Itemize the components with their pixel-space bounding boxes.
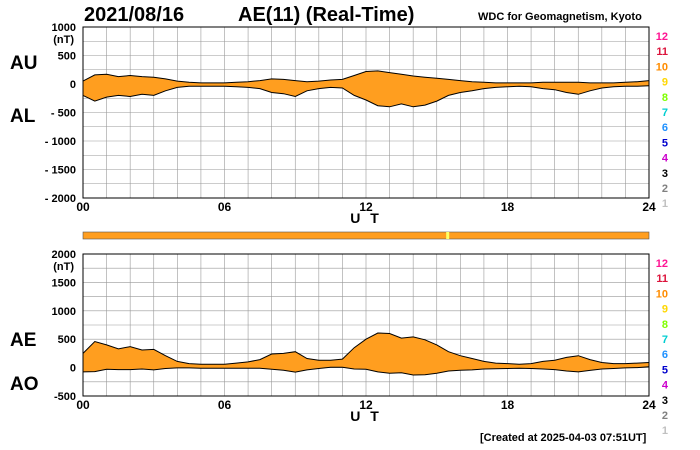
legend-station-count: 6	[662, 122, 668, 134]
station-count-bar	[82, 231, 650, 240]
y-tick-label: 0	[70, 79, 76, 91]
legend-station-count: 3	[662, 395, 668, 407]
x-tick-label: 24	[642, 200, 656, 214]
x-axis-label: U T	[350, 210, 382, 226]
series-line-al	[82, 85, 650, 108]
y-tick-label: 0	[70, 363, 76, 375]
chart-title: AE(11) (Real-Time)	[238, 4, 415, 26]
x-tick-label: 18	[501, 398, 515, 412]
legend-station-count: 4	[662, 380, 669, 392]
x-tick-label: 12	[359, 398, 373, 412]
y-tick-label: 1000	[52, 306, 76, 318]
legend-station-count: 12	[656, 31, 668, 43]
series-line-au	[82, 70, 650, 84]
y-tick-label: - 2000	[45, 193, 76, 205]
legend-station-count: 1	[662, 425, 668, 437]
data-source: WDC for Geomagnetism, Kyoto	[478, 11, 642, 23]
legend-station-count: 7	[662, 107, 668, 119]
chart-date: 2021/08/16	[84, 4, 185, 26]
legend-station-count: 10	[656, 288, 668, 300]
x-tick-label: 06	[218, 200, 232, 214]
legend-station-count: 8	[662, 92, 668, 104]
x-tick-label: 00	[76, 200, 90, 214]
legend-station-count: 9	[662, 77, 668, 89]
y-tick-label: -500	[54, 391, 76, 403]
legend-station-count: 5	[662, 137, 668, 149]
legend-station-count: 6	[662, 349, 668, 361]
legend-station-count: 1	[662, 198, 668, 210]
legend-station-count: 9	[662, 304, 668, 316]
legend-station-count: 2	[662, 183, 668, 195]
legend-station-count: 7	[662, 334, 668, 346]
series-label-ae: AE	[10, 330, 36, 351]
y-tick-label: 500	[58, 51, 76, 63]
legend-station-count: 5	[662, 364, 668, 376]
station-count-bar-marker	[446, 232, 450, 239]
series-label-ao: AO	[10, 374, 39, 395]
legend-station-count: 11	[656, 273, 668, 285]
y-unit-label: (nT)	[53, 34, 74, 46]
legend-station-count: 4	[662, 153, 669, 165]
y-tick-label: - 1000	[45, 136, 76, 148]
series-line-ae	[82, 332, 650, 365]
series-area-au-al	[83, 70, 649, 107]
legend-station-count: 10	[656, 61, 668, 73]
y-unit-label: (nT)	[53, 261, 74, 273]
x-axis-label: U T	[350, 408, 382, 424]
y-tick-label: 1500	[52, 277, 76, 289]
y-tick-label: 1000	[52, 22, 76, 34]
legend-station-count: 3	[662, 168, 668, 180]
y-tick-label: 2000	[52, 249, 76, 261]
series-line-ao	[82, 366, 650, 376]
x-tick-label: 12	[359, 200, 373, 214]
legend-station-count: 2	[662, 410, 668, 422]
plot-frame	[82, 26, 650, 199]
legend-station-count: 12	[656, 258, 668, 270]
legend-station-count: 11	[656, 46, 668, 58]
y-tick-label: 500	[58, 334, 76, 346]
legend-station-count: 8	[662, 319, 668, 331]
series-label-au: AU	[10, 53, 37, 74]
series-label-al: AL	[10, 106, 36, 127]
x-tick-label: 00	[76, 398, 90, 412]
x-tick-label: 24	[642, 398, 656, 412]
x-tick-label: 06	[218, 398, 232, 412]
x-tick-label: 18	[501, 200, 515, 214]
created-timestamp: [Created at 2025-04-03 07:51UT]	[480, 432, 647, 444]
y-tick-label: - 500	[51, 108, 76, 120]
y-tick-label: - 1500	[45, 165, 76, 177]
plot-frame	[82, 253, 650, 397]
